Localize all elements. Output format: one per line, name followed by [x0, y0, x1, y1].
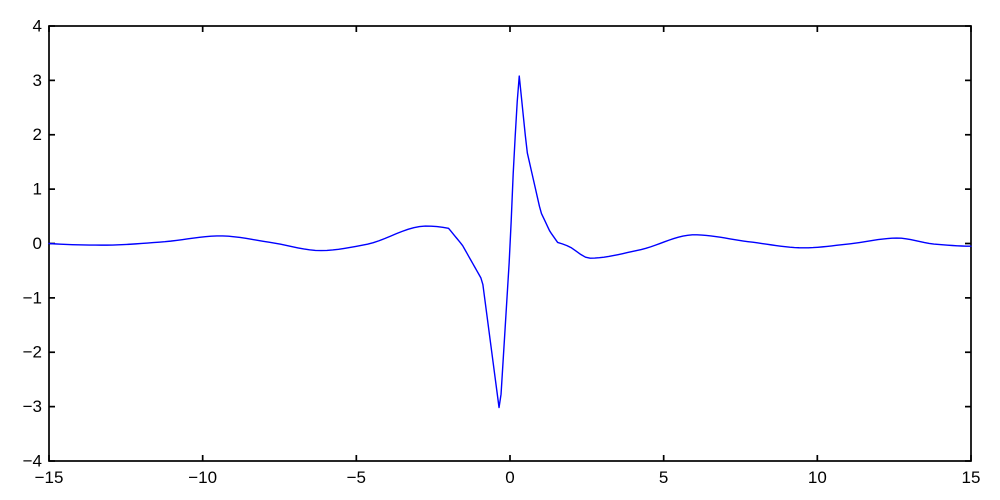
svg-text:−3: −3	[23, 397, 42, 416]
svg-text:15: 15	[962, 468, 981, 487]
svg-text:2: 2	[33, 125, 42, 144]
svg-text:−1: −1	[23, 288, 42, 307]
svg-text:−2: −2	[23, 343, 42, 362]
svg-text:4: 4	[33, 17, 42, 36]
svg-text:1: 1	[33, 180, 42, 199]
svg-text:−15: −15	[35, 468, 64, 487]
svg-text:5: 5	[659, 468, 668, 487]
svg-text:0: 0	[505, 468, 514, 487]
svg-text:3: 3	[33, 71, 42, 90]
svg-text:−5: −5	[347, 468, 366, 487]
svg-text:−10: −10	[188, 468, 217, 487]
svg-text:−4: −4	[23, 452, 42, 471]
svg-text:10: 10	[808, 468, 827, 487]
svg-text:0: 0	[33, 234, 42, 253]
